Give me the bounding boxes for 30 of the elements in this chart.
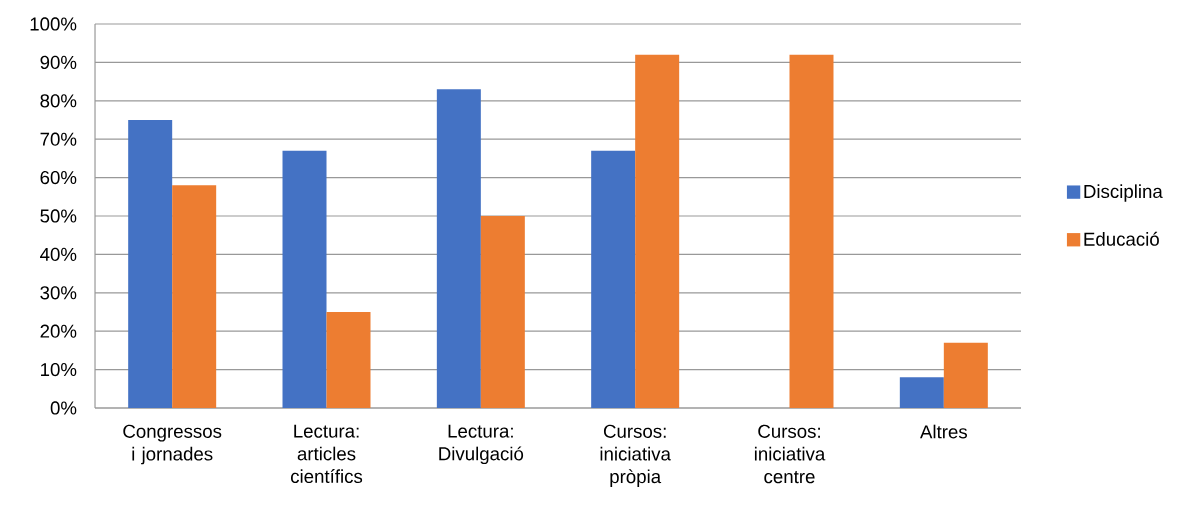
x-tick-label: Cursos: iniciativa pròpia <box>600 424 671 487</box>
y-tick-label: 100% <box>30 17 77 31</box>
y-tick-label: 40% <box>40 247 77 261</box>
x-tick-label: Lectura: Divulgació <box>439 424 524 465</box>
legend-label: Educació <box>1084 231 1159 246</box>
x-tick-label: Altres <box>920 424 967 439</box>
bar <box>436 89 481 408</box>
y-tick-label: 70% <box>40 132 77 146</box>
y-tick-label: 80% <box>40 94 77 108</box>
y-tick-label: 60% <box>40 170 77 185</box>
bar <box>789 54 834 408</box>
bar <box>282 150 327 408</box>
x-tick-label: Lectura: articles científics <box>291 424 363 484</box>
bar <box>480 215 525 408</box>
bar <box>943 342 988 408</box>
y-tick-label: 30% <box>40 286 77 300</box>
bar <box>128 119 173 408</box>
y-tick-label: 50% <box>40 209 77 223</box>
legend-label: Disciplina <box>1084 184 1163 202</box>
y-tick-label: 90% <box>40 55 77 70</box>
y-tick-label: 20% <box>40 324 77 338</box>
bar <box>899 377 944 408</box>
bar <box>326 311 371 408</box>
x-tick-label: Congressos i jornades <box>123 424 222 465</box>
y-tick-label: 0% <box>50 401 77 415</box>
bar <box>635 54 680 408</box>
bar <box>591 150 636 408</box>
x-tick-label: Cursos: iniciativa centre <box>754 424 826 484</box>
y-tick-label: 10% <box>41 362 77 377</box>
bar <box>172 185 217 408</box>
